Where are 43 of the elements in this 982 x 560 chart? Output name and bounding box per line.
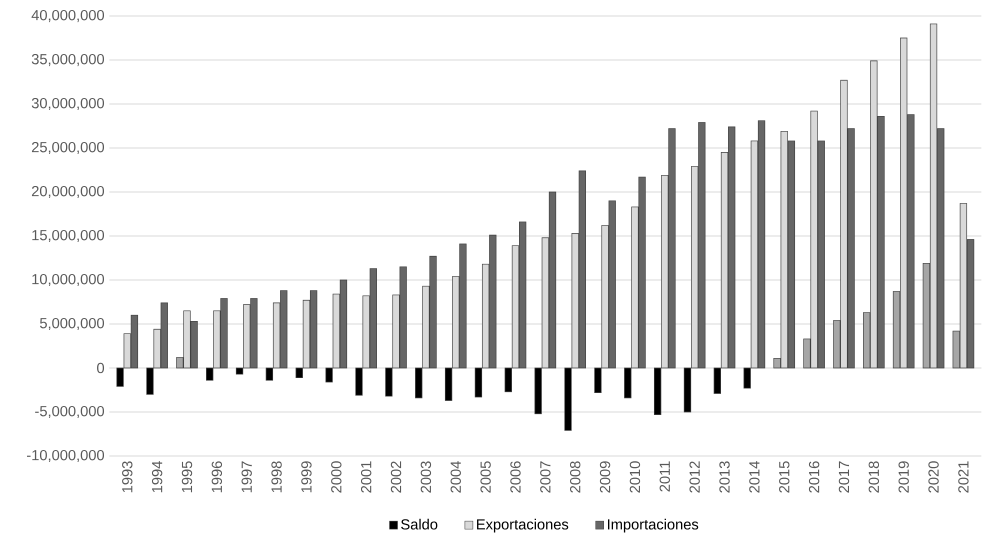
x-tick-label: 2018 [868, 461, 880, 493]
x-tick-label: 2017 [838, 461, 850, 493]
x-tick-label: 2010 [630, 461, 640, 493]
y-tick-label: -5,000,000 [35, 406, 104, 418]
x-tick-label: 2013 [719, 461, 730, 493]
legend-label: Saldo [401, 518, 438, 530]
x-tick-label: 1999 [301, 461, 312, 492]
x-tick-label: 2007 [540, 461, 551, 493]
legend-label: Importaciones [608, 518, 698, 532]
x-tick-label: 2012 [689, 461, 700, 493]
x-tick-label: 2014 [749, 461, 760, 493]
x-tick-label: 2003 [420, 461, 432, 493]
y-tick-label: 0 [97, 362, 104, 374]
y-tick-label: 40,000,000 [32, 10, 104, 22]
y-tick-label: 15,000,000 [32, 230, 104, 242]
y-tick-label: 5,000,000 [40, 318, 104, 330]
x-tick-label: 2016 [808, 461, 820, 493]
x-tick-label: 2019 [898, 461, 909, 493]
x-tick-label: 1998 [271, 461, 282, 492]
x-tick-label: 1997 [242, 461, 252, 492]
y-tick-label: 10,000,000 [32, 274, 104, 286]
legend-label: Exportaciones [477, 518, 568, 532]
x-tick-label: 2011 [660, 461, 670, 492]
x-tick-label: 2004 [450, 461, 461, 493]
x-tick-label: 2015 [779, 461, 790, 493]
y-tick-label: -10,000,000 [26, 450, 104, 462]
x-tick-label: 1993 [122, 461, 132, 492]
x-tick-label: 2001 [360, 461, 372, 493]
x-tick-label: 1996 [212, 461, 222, 492]
x-tick-label: 2009 [600, 461, 610, 493]
x-tick-label: 2000 [331, 461, 342, 493]
x-tick-label: 2005 [480, 461, 491, 493]
y-tick-label: 35,000,000 [32, 54, 104, 66]
x-tick-label: 2020 [928, 461, 939, 493]
x-tick-label: 2006 [510, 461, 521, 493]
x-tick-label: 1995 [182, 461, 192, 492]
x-tick-label: 2008 [570, 461, 580, 493]
x-tick-label: 1994 [152, 461, 162, 492]
y-tick-label: 20,000,000 [32, 186, 104, 198]
x-tick-label: 2021 [958, 461, 969, 493]
x-tick-label: 2002 [390, 461, 402, 493]
y-tick-label: 30,000,000 [32, 98, 104, 110]
y-tick-label: 25,000,000 [32, 142, 104, 154]
